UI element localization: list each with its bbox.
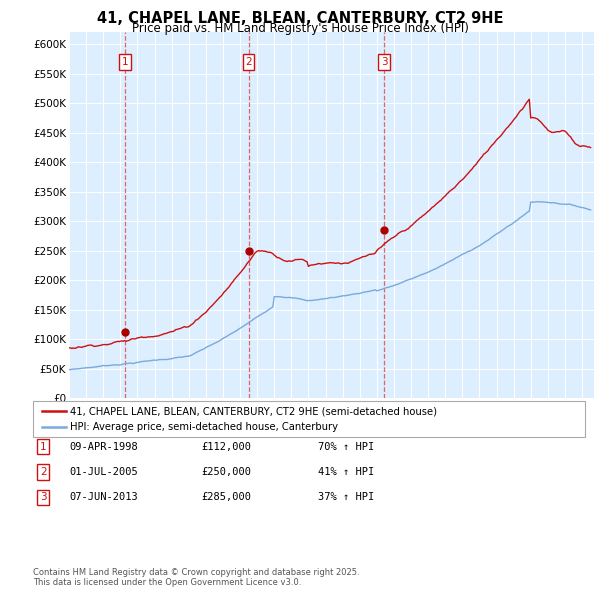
Text: Price paid vs. HM Land Registry's House Price Index (HPI): Price paid vs. HM Land Registry's House …: [131, 22, 469, 35]
Text: £250,000: £250,000: [201, 467, 251, 477]
Text: 1: 1: [122, 57, 128, 67]
Text: £285,000: £285,000: [201, 493, 251, 502]
Text: 3: 3: [381, 57, 388, 67]
Text: 41, CHAPEL LANE, BLEAN, CANTERBURY, CT2 9HE (semi-detached house): 41, CHAPEL LANE, BLEAN, CANTERBURY, CT2 …: [70, 406, 437, 416]
Text: 70% ↑ HPI: 70% ↑ HPI: [318, 442, 374, 451]
Text: 41, CHAPEL LANE, BLEAN, CANTERBURY, CT2 9HE: 41, CHAPEL LANE, BLEAN, CANTERBURY, CT2 …: [97, 11, 503, 25]
Text: 3: 3: [40, 493, 47, 502]
Text: 2: 2: [245, 57, 252, 67]
Text: 41% ↑ HPI: 41% ↑ HPI: [318, 467, 374, 477]
Text: 09-APR-1998: 09-APR-1998: [69, 442, 138, 451]
Text: Contains HM Land Registry data © Crown copyright and database right 2025.
This d: Contains HM Land Registry data © Crown c…: [33, 568, 359, 587]
Text: 2: 2: [40, 467, 47, 477]
Text: HPI: Average price, semi-detached house, Canterbury: HPI: Average price, semi-detached house,…: [70, 422, 338, 432]
Text: 01-JUL-2005: 01-JUL-2005: [69, 467, 138, 477]
Text: 1: 1: [40, 442, 47, 451]
Text: 07-JUN-2013: 07-JUN-2013: [69, 493, 138, 502]
Text: 37% ↑ HPI: 37% ↑ HPI: [318, 493, 374, 502]
Text: £112,000: £112,000: [201, 442, 251, 451]
